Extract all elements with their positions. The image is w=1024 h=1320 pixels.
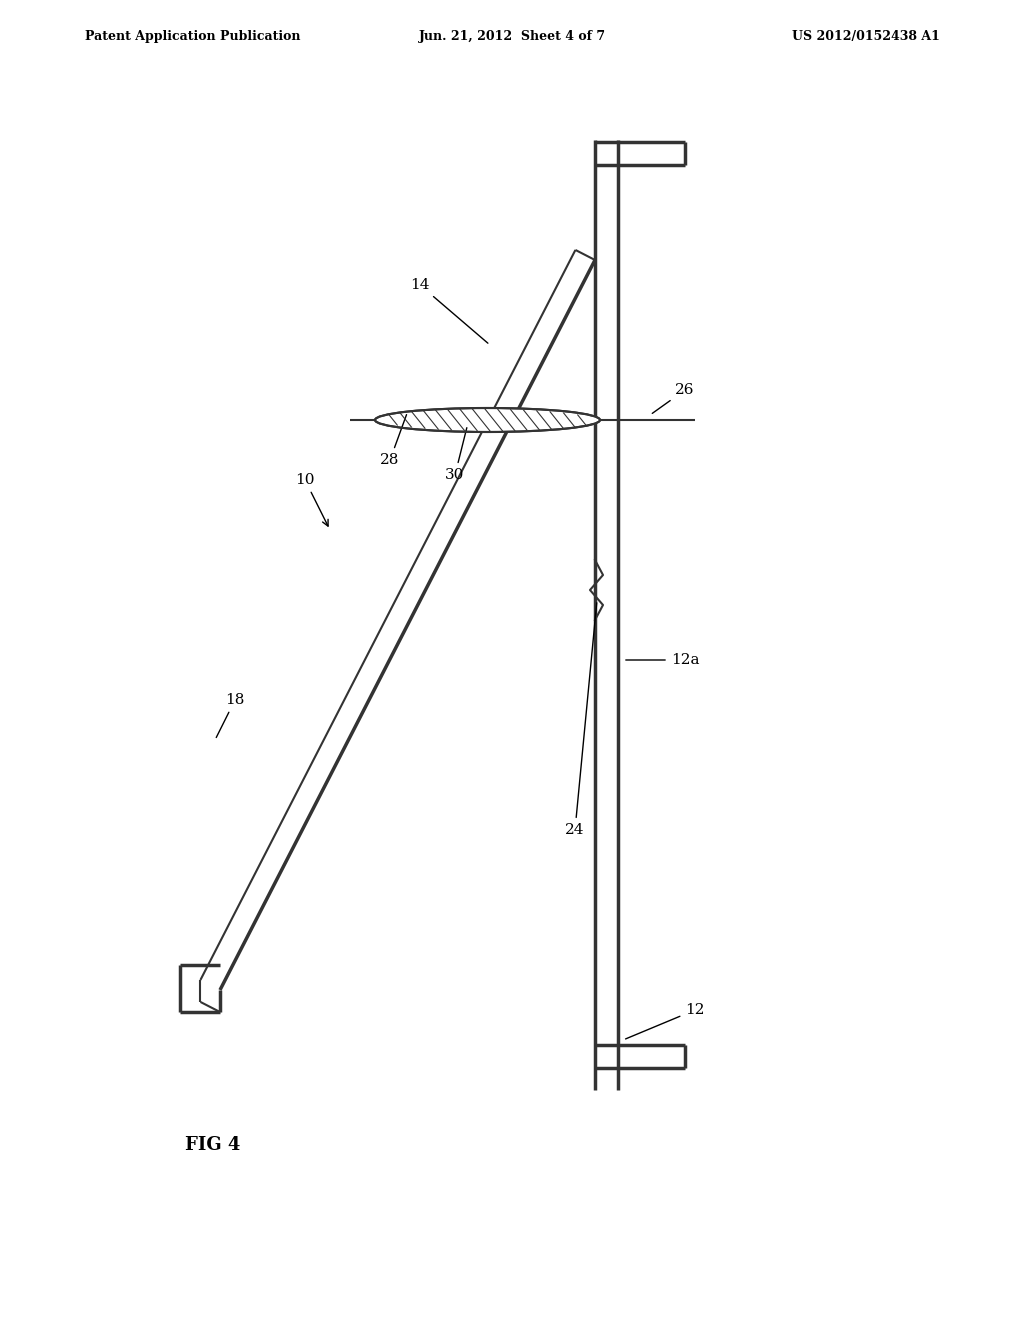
Text: US 2012/0152438 A1: US 2012/0152438 A1 (793, 30, 940, 44)
Text: 14: 14 (411, 279, 487, 343)
Text: 28: 28 (380, 414, 407, 467)
Text: 12a: 12a (626, 653, 699, 667)
Text: 26: 26 (652, 383, 694, 413)
Ellipse shape (375, 408, 600, 432)
Text: Jun. 21, 2012  Sheet 4 of 7: Jun. 21, 2012 Sheet 4 of 7 (419, 30, 605, 44)
Text: 10: 10 (295, 473, 328, 527)
Text: FIG 4: FIG 4 (185, 1137, 241, 1154)
Text: Patent Application Publication: Patent Application Publication (85, 30, 300, 44)
Text: 18: 18 (216, 693, 245, 738)
Text: 30: 30 (445, 428, 467, 482)
Text: 12: 12 (626, 1003, 705, 1039)
Text: 24: 24 (565, 603, 597, 837)
